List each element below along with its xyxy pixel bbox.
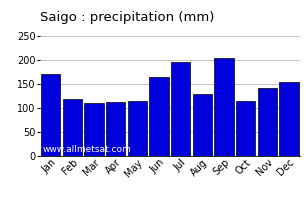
Bar [192,94,212,156]
Bar [84,103,104,156]
Bar [171,62,190,156]
Bar [149,77,169,156]
Bar [258,88,277,156]
Bar [128,101,147,156]
Bar [106,102,125,156]
Text: www.allmetsat.com: www.allmetsat.com [42,145,131,154]
Bar [214,58,234,156]
Bar [62,99,82,156]
Text: Saigo : precipitation (mm): Saigo : precipitation (mm) [40,11,214,24]
Bar [41,74,60,156]
Bar [279,82,299,156]
Bar [236,101,256,156]
